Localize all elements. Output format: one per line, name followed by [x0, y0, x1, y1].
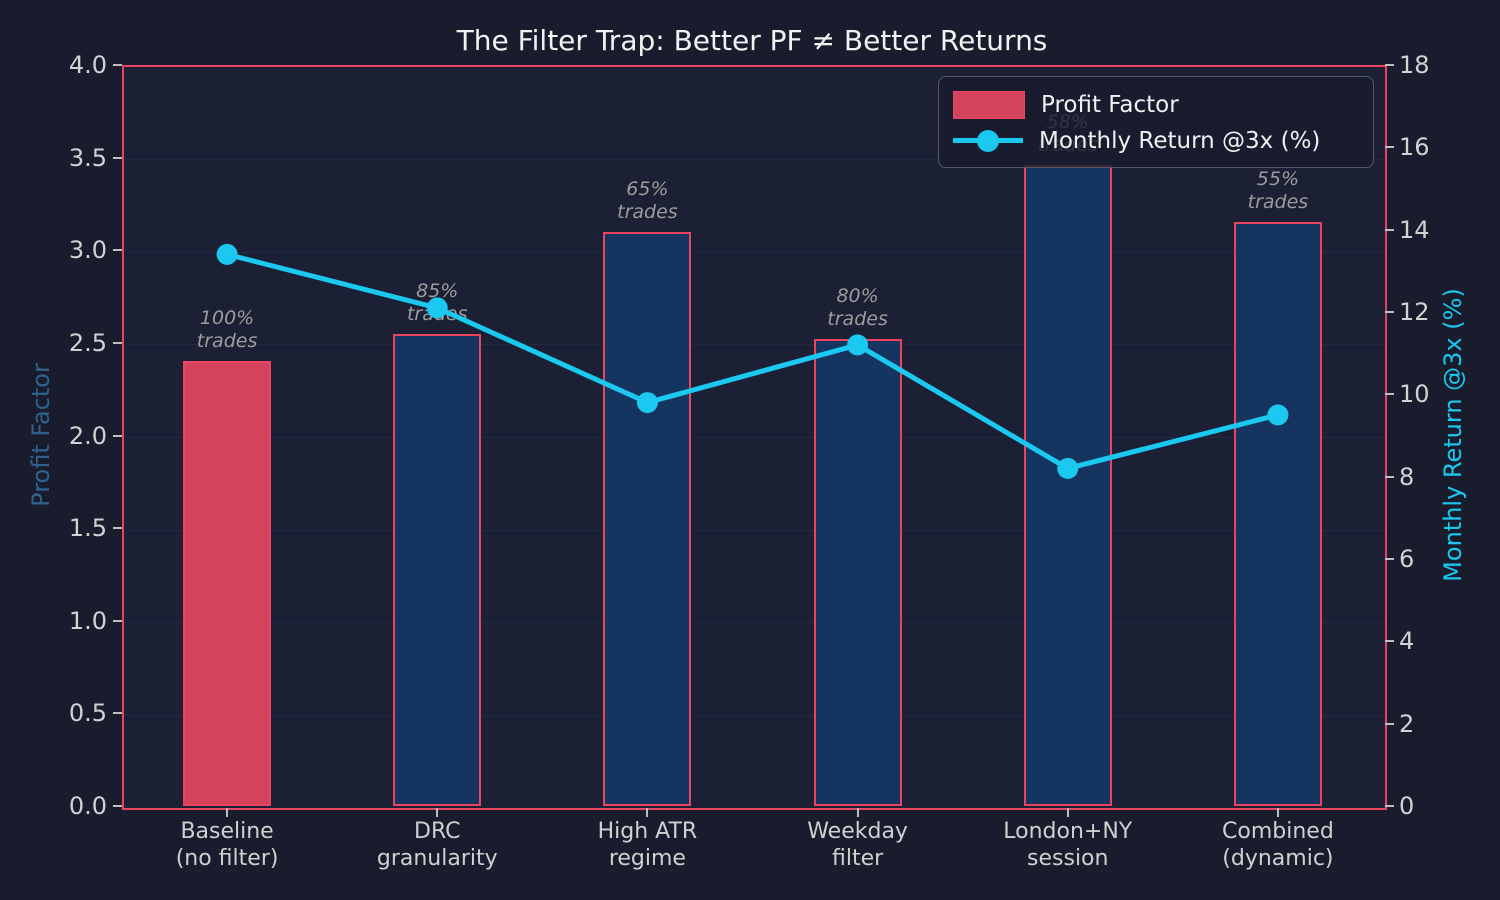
right-y-axis-tick: [1385, 805, 1394, 807]
x-axis-tick-label: London+NY session: [1003, 819, 1133, 871]
right-y-axis-tick: [1385, 64, 1394, 66]
x-axis-tick-label: High ATR regime: [597, 819, 698, 871]
left-y-axis-tick-label: 1.5: [68, 514, 107, 543]
monthly-return-marker: [426, 297, 448, 319]
left-y-axis-tick: [113, 619, 122, 622]
legend-entry-profit-factor: Profit Factor: [953, 90, 1359, 119]
legend-label: Monthly Return @3x (%): [1039, 127, 1321, 154]
monthly-return-marker: [1267, 404, 1289, 426]
left-y-axis-tick: [113, 527, 122, 530]
left-y-axis-tick-label: 3.0: [68, 236, 107, 265]
right-y-axis-tick-label: 12: [1399, 298, 1430, 326]
plot-area: [122, 65, 1387, 810]
gridline: [124, 714, 1385, 716]
left-y-axis-tick: [113, 249, 122, 252]
left-y-axis-tick-label: 0.5: [68, 699, 107, 728]
profit-factor-bar: [813, 339, 902, 806]
left-y-axis-tick-label: 0.0: [68, 792, 107, 820]
right-y-axis-tick: [1385, 558, 1394, 560]
right-y-axis-tick-label: 14: [1399, 215, 1430, 244]
monthly-return-marker: [636, 392, 658, 414]
left-y-axis-tick-label: 2.0: [68, 421, 107, 450]
right-y-axis-tick-label: 10: [1399, 380, 1430, 409]
right-y-axis-tick: [1385, 393, 1394, 396]
right-y-axis-tick-label: 4: [1399, 627, 1415, 656]
left-y-axis-tick: [113, 64, 122, 66]
x-axis-tick-label: Combined (dynamic): [1222, 819, 1334, 871]
right-y-axis-tick-label: 16: [1399, 133, 1430, 162]
gridline: [124, 437, 1385, 438]
legend: Profit Factor Monthly Return @3x (%): [938, 76, 1374, 168]
right-y-axis-tick-label: 0: [1399, 792, 1415, 820]
profit-factor-bar: [183, 361, 272, 806]
monthly-return-line-path: [224, 251, 1281, 471]
x-axis-tick: [436, 808, 439, 817]
monthly-return-marker: [216, 243, 238, 265]
profit-factor-bar: [1023, 165, 1112, 806]
x-axis-tick-label: Weekday filter: [807, 819, 908, 871]
left-y-axis-tick: [113, 341, 122, 344]
gridline: [124, 251, 1385, 253]
gridline: [124, 622, 1385, 624]
right-y-axis-tick: [1385, 228, 1394, 231]
left-y-axis-tick: [113, 805, 122, 807]
profit-factor-bar: [1233, 222, 1322, 806]
monthly-return-marker: [847, 334, 869, 356]
trade-pct-annotation: 80% trades: [827, 285, 888, 331]
left-y-axis-tick-label: 3.5: [68, 143, 107, 172]
x-axis-tick: [1066, 808, 1069, 817]
left-y-axis-tick-label: 1.0: [68, 606, 107, 635]
x-axis-tick: [226, 808, 229, 817]
profit-factor-bar: [603, 231, 692, 806]
trade-pct-annotation: 65% trades: [617, 177, 678, 223]
gridline: [124, 159, 1385, 161]
monthly-return-marker: [1057, 457, 1079, 479]
right-y-axis-tick-label: 18: [1399, 51, 1430, 79]
gridline: [124, 344, 1385, 346]
gridline: [124, 529, 1385, 531]
left-y-axis-tick: [113, 712, 122, 715]
right-y-axis-tick-label: 8: [1399, 462, 1415, 491]
trade-pct-annotation: 55% trades: [1247, 168, 1309, 214]
chart-title: The Filter Trap: Better PF ≠ Better Retu…: [456, 24, 1048, 57]
x-axis-tick-label: DRC granularity: [376, 819, 498, 871]
left-y-axis-tick-label: 2.5: [68, 328, 107, 357]
right-y-axis-tick-label: 6: [1399, 545, 1415, 573]
right-y-axis-tick-label: 2: [1399, 709, 1415, 738]
x-axis-tick-label: Baseline (no filter): [175, 819, 279, 871]
right-y-axis-tick: [1385, 311, 1394, 313]
left-y-axis-tick: [113, 156, 122, 159]
profit-factor-bar: [393, 333, 482, 806]
x-axis-tick: [1276, 808, 1279, 817]
right-y-axis-tick: [1385, 146, 1394, 149]
x-axis-tick: [646, 808, 649, 817]
legend-label: Profit Factor: [1041, 91, 1179, 118]
left-y-axis-tick: [113, 434, 122, 437]
left-y-axis-tick-label: 4.0: [68, 51, 107, 79]
right-y-axis-tick: [1385, 722, 1394, 725]
legend-entry-monthly-return: Monthly Return @3x (%): [953, 128, 1359, 154]
profit-factor-swatch-icon: [953, 90, 1025, 119]
trade-pct-annotation: 100% trades: [196, 307, 258, 353]
x-axis-tick: [856, 808, 859, 817]
right-y-axis-tick: [1385, 475, 1394, 478]
right-y-axis-tick: [1385, 640, 1394, 643]
monthly-return-line-icon: [953, 128, 1023, 154]
